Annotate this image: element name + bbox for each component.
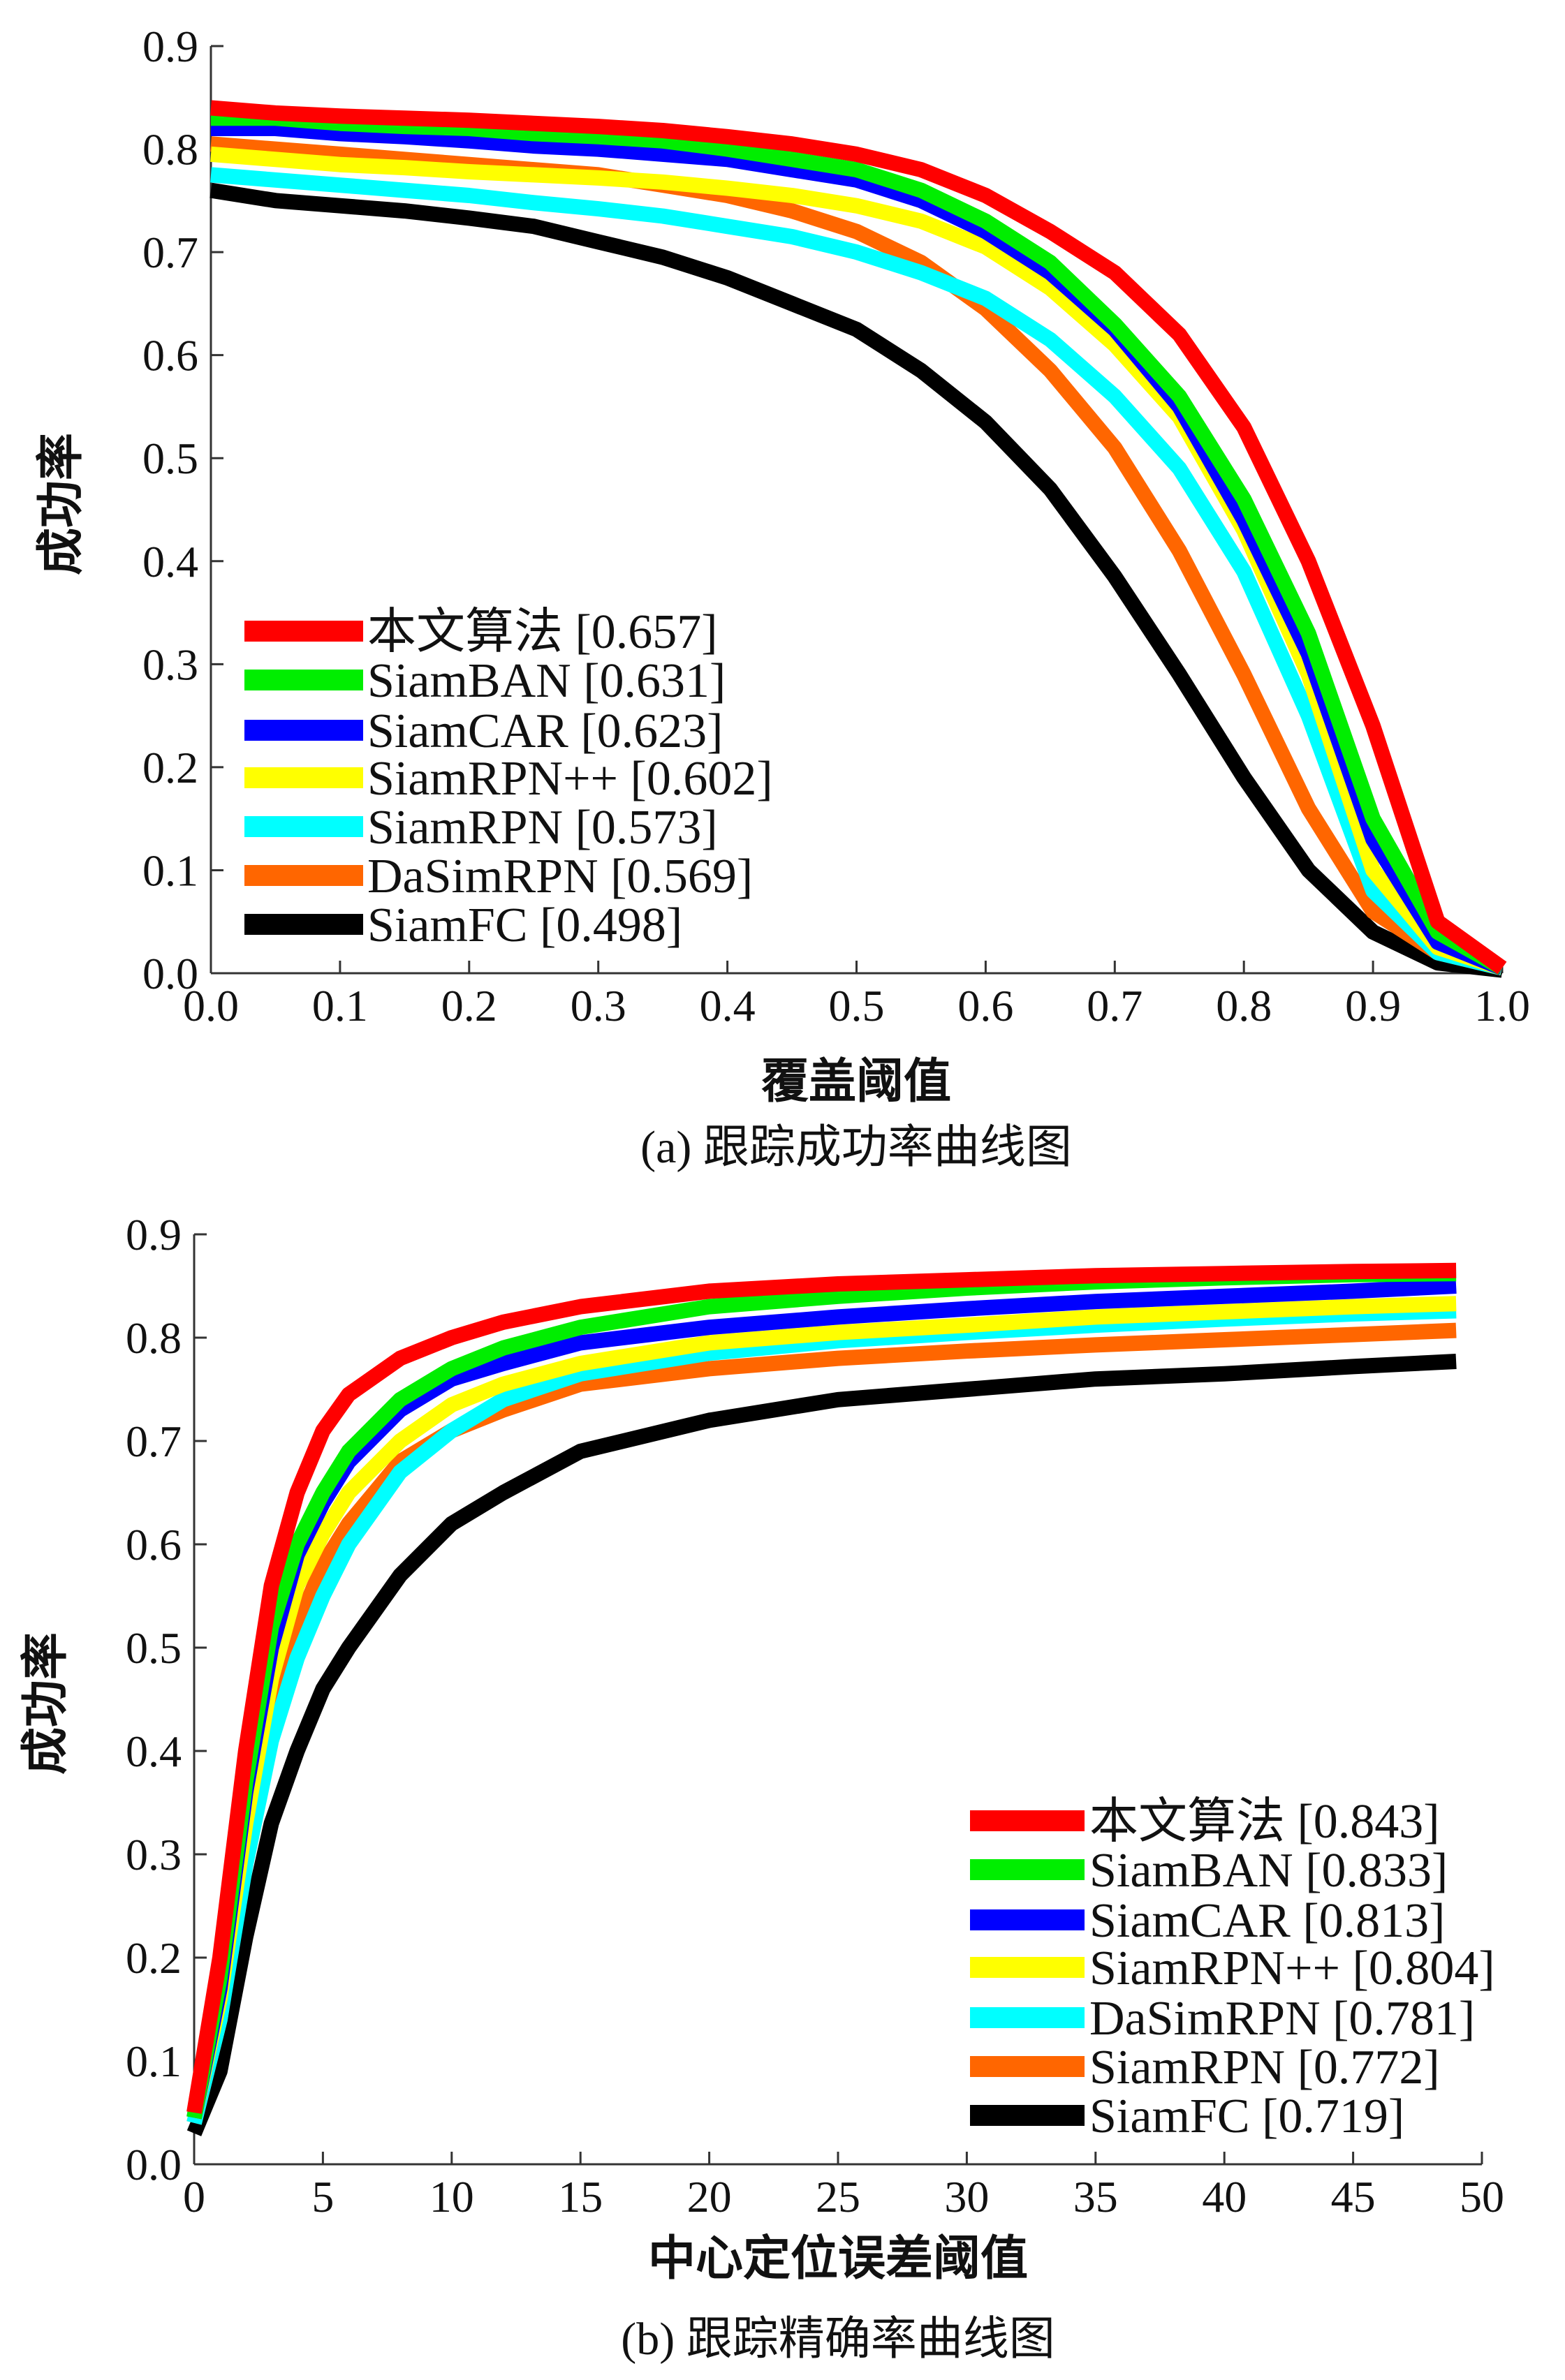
x-tick-label: 0.3 [571,981,626,1030]
legend-label: 本文算法 [0.843] [1089,1795,1440,1849]
x-tick-label: 20 [687,2172,732,2222]
y-tick-label: 0.5 [142,434,198,483]
x-tick-label: 0.7 [1087,981,1142,1030]
y-tick-label: 0.7 [126,1417,182,1466]
y-tick-label: 0.3 [142,640,198,689]
legend: 本文算法 [0.843]SiamBAN [0.833]SiamCAR [0.81… [970,1795,1495,2143]
precision-chart: 成功率 中心定位误差阈值 (b) 跟踪精确率曲线图 0 5 10 15 20 25 30 35… [19,1210,1504,2365]
series-line-6 [186,1354,1457,2136]
x-tick-label: 15 [558,2172,603,2222]
y-tick-label: 0.0 [126,2140,182,2189]
x-tick-label: 0.9 [1345,981,1401,1030]
legend-label: SiamRPN [0.573] [367,801,718,855]
x-tick-label: 5 [311,2172,334,2222]
y-tick-label: 0.1 [126,2037,182,2086]
y-tick-label: 0.9 [126,1210,182,1259]
legend-label: SiamBAN [0.631] [367,654,726,708]
x-tick-label: 10 [429,2172,474,2222]
y-axis-label: 成功率 [19,1632,72,1775]
x-tick-label: 0.8 [1216,981,1272,1030]
legend-label: SiamCAR [0.813] [1089,1894,1445,1948]
y-tick-label: 0.5 [126,1623,182,1673]
y-tick-label: 0.4 [126,1727,182,1776]
legend-label: DaSimRPN [0.781] [1089,1992,1475,2046]
series-line-2 [211,121,1506,975]
legend-label: SiamBAN [0.833] [1089,1844,1448,1898]
x-tick-label: 0.1 [312,981,368,1030]
x-tick-label: 50 [1460,2172,1504,2222]
y-tick-label: 0.2 [142,743,198,792]
series-line-4 [186,1303,1457,2125]
y-tick-label: 0.8 [142,125,198,175]
x-tick-label: 40 [1202,2172,1247,2222]
x-tick-label: 25 [816,2172,860,2222]
x-tick-label: 30 [944,2172,989,2222]
y-tick-label: 0.6 [142,331,198,380]
x-axis-label: 覆盖阈值 [761,1055,951,1108]
x-tick-label: 0 [183,2172,205,2222]
legend-label: DaSimRPN [0.569] [367,850,753,903]
y-tick-label: 0.8 [126,1313,182,1363]
y-tick-label: 0.4 [142,537,198,586]
x-tick-label: 1.0 [1474,981,1530,1030]
series-line-1 [211,110,1506,975]
legend-label: SiamRPN++ [0.602] [367,752,773,806]
x-axis-label: 中心定位误差阈值 [648,2232,1028,2285]
x-tick-label: 0.0 [183,981,239,1030]
legend-label: SiamRPN [0.772] [1089,2041,1440,2094]
x-tick-label: 35 [1073,2172,1118,2222]
series-line-6 [210,182,1504,978]
success-rate-chart: 成功率 覆盖阈值 (a) 跟踪成功率曲线图 0.0 0.1 0.2 0.3 0.4 0.5… [34,22,1530,1173]
legend-label: SiamCAR [0.623] [367,704,723,758]
y-tick-label: 0.7 [142,228,198,277]
y-tick-label: 0.3 [126,1830,182,1879]
legend: 本文算法 [0.657]SiamBAN [0.631]SiamCAR [0.62… [244,605,773,952]
x-tick-label: 45 [1331,2172,1376,2222]
y-axis-label: 成功率 [34,433,87,575]
y-tick-label: 0.6 [126,1520,182,1569]
y-tick-label: 0.2 [126,1933,182,1983]
series-line-0 [210,100,1507,975]
legend-label: 本文算法 [0.657] [367,605,718,659]
legend-label: SiamRPN++ [0.804] [1089,1942,1495,1995]
x-tick-label: 0.6 [957,981,1013,1030]
x-tick-label: 0.4 [700,981,756,1030]
chart-caption: (a) 跟踪成功率曲线图 [640,1122,1072,1173]
chart-caption: (b) 跟踪精确率曲线图 [621,2314,1055,2365]
y-tick-label: 0.9 [142,22,198,71]
y-tick-label: 0.0 [142,949,198,998]
series-line-5 [210,136,1504,976]
legend-label: SiamFC [0.719] [1089,2090,1404,2143]
legend-label: SiamFC [0.498] [367,899,682,952]
x-tick-label: 0.2 [441,981,497,1030]
y-tick-label: 0.1 [142,845,198,895]
series-line-4 [210,167,1504,976]
x-tick-label: 0.5 [829,981,885,1030]
series-line-0 [186,1262,1457,2114]
